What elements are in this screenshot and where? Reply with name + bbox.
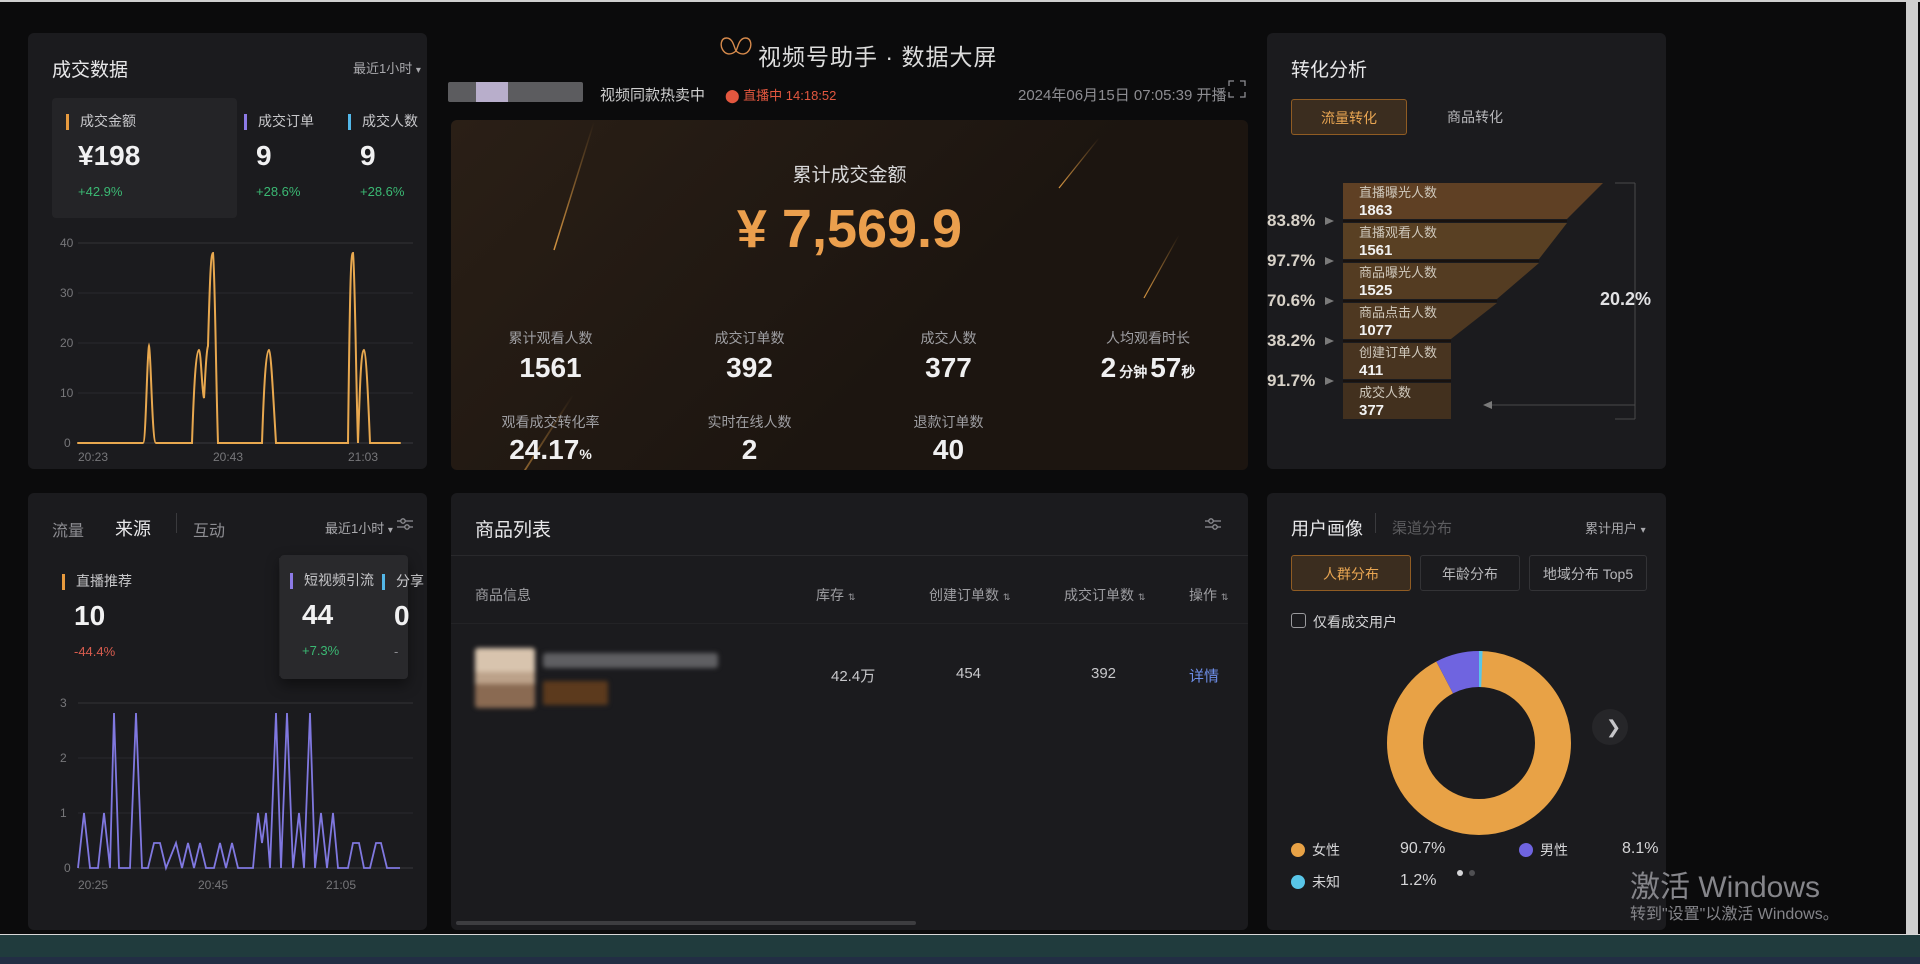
svg-text:91.7%: 91.7% [1267,371,1315,390]
svg-text:2: 2 [60,751,67,765]
svg-text:20:45: 20:45 [198,878,228,892]
svg-text:20.2%: 20.2% [1600,289,1651,309]
svg-text:20: 20 [60,336,74,350]
svg-text:商品曝光人数: 商品曝光人数 [1359,265,1437,280]
svg-text:10: 10 [60,386,74,400]
svg-text:直播曝光人数: 直播曝光人数 [1359,185,1437,200]
svg-text:0: 0 [64,436,71,450]
svg-text:创建订单人数: 创建订单人数 [1359,345,1437,360]
svg-text:成交人数: 成交人数 [1359,385,1411,400]
svg-text:20:25: 20:25 [78,878,108,892]
svg-text:411: 411 [1359,362,1383,379]
svg-text:直播观看人数: 直播观看人数 [1359,225,1437,240]
svg-text:83.8%: 83.8% [1267,211,1315,230]
svg-text:21:03: 21:03 [348,450,378,463]
svg-text:1561: 1561 [1359,242,1392,259]
svg-text:97.7%: 97.7% [1267,251,1315,270]
svg-text:20:23: 20:23 [78,450,108,463]
svg-text:377: 377 [1359,402,1384,419]
svg-text:40: 40 [60,236,74,250]
svg-text:30: 30 [60,286,74,300]
svg-text:1525: 1525 [1359,282,1392,299]
svg-text:1: 1 [60,806,67,820]
svg-text:1863: 1863 [1359,202,1392,219]
svg-text:商品点击人数: 商品点击人数 [1359,305,1437,320]
svg-text:3: 3 [60,696,67,710]
svg-text:38.2%: 38.2% [1267,331,1315,350]
svg-text:70.6%: 70.6% [1267,291,1315,310]
svg-text:20:43: 20:43 [213,450,243,463]
svg-text:0: 0 [64,861,71,875]
svg-text:21:05: 21:05 [326,878,356,892]
svg-text:1077: 1077 [1359,322,1392,339]
